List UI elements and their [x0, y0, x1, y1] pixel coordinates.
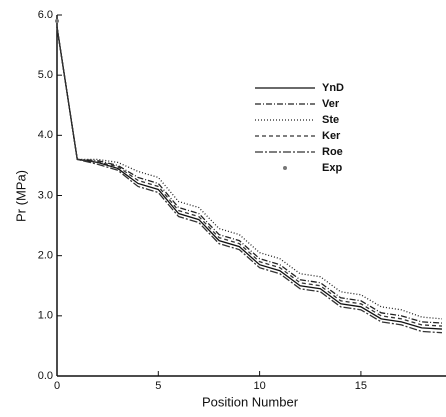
y-tick-label: 6.0 [38, 9, 53, 21]
series-line [56, 26, 442, 327]
series-line [56, 26, 442, 330]
x-tick-label: 0 [54, 380, 60, 392]
exp-point [55, 19, 59, 24]
y-tick-label: 3.0 [38, 189, 53, 201]
y-axis-label: Pr (MPa) [13, 170, 28, 222]
legend-label: Ste [322, 114, 339, 126]
x-tick-label: 10 [253, 380, 265, 392]
y-tick-label: 1.0 [38, 310, 53, 322]
legend-label: Roe [322, 146, 343, 158]
x-tick-label: 5 [155, 380, 161, 392]
legend-label: YnD [322, 82, 344, 94]
series-line [56, 26, 442, 334]
x-tick-label: 15 [355, 380, 367, 392]
series-line [56, 26, 443, 320]
y-tick-label: 0.0 [38, 370, 53, 382]
legend-marker [283, 166, 287, 170]
y-tick-label: 4.0 [38, 129, 53, 141]
legend-label: Ker [322, 130, 341, 142]
legend-label: Exp [322, 162, 342, 174]
legend-label: Ver [322, 98, 340, 110]
y-tick-label: 5.0 [38, 69, 53, 81]
y-tick-label: 2.0 [38, 250, 53, 262]
x-axis-label: Position Number [202, 394, 299, 409]
series-line [56, 26, 442, 324]
